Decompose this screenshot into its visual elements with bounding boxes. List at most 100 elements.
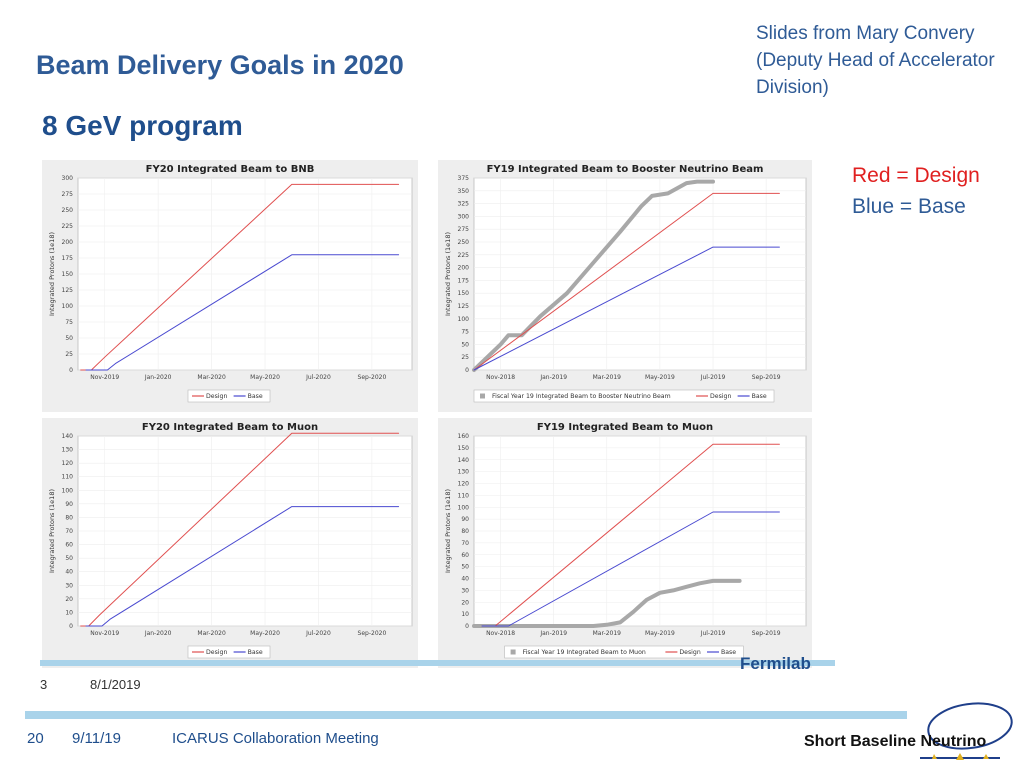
- y-tick-label: 300: [62, 175, 74, 182]
- legend-entry-design: Design: [710, 393, 731, 400]
- y-tick-label: 200: [62, 239, 74, 246]
- y-tick-label: 90: [65, 501, 73, 508]
- y-tick-label: 130: [62, 447, 74, 454]
- y-tick-label: 40: [65, 569, 73, 576]
- y-axis-label: Integrated Protons (1e18): [48, 232, 56, 316]
- y-tick-label: 25: [461, 354, 469, 361]
- x-tick-label: May-2020: [250, 630, 280, 637]
- legend-entry-fiscal-year-19-integrated-beam-to-muon: Fiscal Year 19 Integrated Beam to Muon: [523, 649, 646, 656]
- y-tick-label: 250: [458, 239, 470, 246]
- chart-panel-fy20-muon: FY20 Integrated Beam to Muon 0 10 20 30 40 50 6…: [42, 418, 418, 668]
- y-tick-label: 275: [458, 226, 470, 233]
- y-tick-label: 300: [458, 213, 470, 220]
- y-tick-label: 10: [461, 611, 469, 618]
- legend-entry-design: Design: [206, 393, 227, 400]
- y-tick-label: 50: [461, 564, 469, 571]
- y-tick-label: 0: [465, 623, 469, 630]
- chart-legend: [187, 389, 271, 403]
- x-tick-label: Mar-2020: [197, 630, 226, 637]
- series-line-base: [473, 246, 780, 371]
- y-tick-label: 0: [69, 367, 73, 374]
- y-tick-label: 110: [458, 492, 470, 499]
- y-tick-label: 100: [62, 487, 74, 494]
- x-tick-label: Nov-2018: [486, 374, 515, 381]
- y-tick-label: 375: [458, 175, 470, 182]
- chart-legend: [187, 645, 271, 659]
- chart-legend: [473, 389, 775, 403]
- x-tick-label: Sep-2019: [752, 374, 781, 381]
- y-tick-label: 275: [62, 191, 74, 198]
- x-tick-label: May-2019: [645, 374, 675, 381]
- x-tick-label: Mar-2020: [197, 374, 226, 381]
- legend-entry-fiscal-year-19-integrated-beam-to-booster-neutrino-beam: Fiscal Year 19 Integrated Beam to Booste…: [492, 393, 671, 400]
- legend-design-note: Red = Design: [852, 164, 980, 187]
- color-legend-note: Red = Design Blue = Base: [852, 160, 980, 222]
- y-tick-label: 100: [62, 303, 74, 310]
- x-tick-label: Jul-2019: [700, 630, 726, 637]
- y-tick-label: 140: [62, 433, 74, 440]
- x-tick-label: Sep-2020: [358, 630, 387, 637]
- legend-entry-design: Design: [679, 649, 700, 656]
- y-tick-label: 100: [458, 504, 470, 511]
- legend-swatch: [480, 393, 485, 399]
- y-tick-label: 80: [461, 528, 469, 535]
- legend-swatch: [510, 649, 516, 655]
- legend-entry-base: Base: [721, 649, 736, 656]
- y-tick-label: 70: [461, 540, 469, 547]
- chart-title: FY19 Integrated Beam to Booster Neutrino…: [487, 164, 764, 175]
- y-tick-label: 20: [461, 599, 469, 606]
- y-tick-label: 120: [458, 481, 470, 488]
- chart-fy20-bnb: FY20 Integrated Beam to BNB 0 25 50 75 100 125…: [48, 164, 413, 403]
- chart-fy20-muon: FY20 Integrated Beam to Muon 0 10 20 30 40 50 6…: [48, 422, 413, 659]
- y-tick-label: 100: [458, 316, 470, 323]
- y-tick-label: 175: [458, 277, 470, 284]
- x-tick-label: Jul-2019: [700, 374, 726, 381]
- y-tick-label: 130: [458, 469, 470, 476]
- y-tick-label: 150: [458, 290, 470, 297]
- page-number: 20: [27, 730, 44, 747]
- x-tick-label: May-2020: [250, 374, 280, 381]
- y-tick-label: 140: [458, 457, 470, 464]
- y-tick-label: 175: [62, 255, 74, 262]
- chart-fy19-bnb: FY19 Integrated Beam to Booster Neutrino…: [444, 164, 807, 403]
- x-tick-label: Jan-2019: [539, 374, 567, 381]
- x-tick-label: Nov-2019: [90, 630, 119, 637]
- footer-date: 9/11/19: [72, 730, 121, 747]
- y-tick-label: 250: [62, 207, 74, 214]
- y-axis-label: Integrated Protons (1e18): [444, 232, 452, 316]
- footer-meeting-name: ICARUS Collaboration Meeting: [172, 730, 379, 747]
- slide-subtitle: 8 GeV program: [42, 110, 243, 141]
- y-tick-label: 350: [458, 188, 470, 195]
- y-tick-label: 150: [62, 271, 74, 278]
- x-tick-label: Sep-2019: [752, 630, 781, 637]
- x-tick-label: Jan-2020: [144, 374, 172, 381]
- y-tick-label: 20: [65, 596, 73, 603]
- x-tick-label: Mar-2019: [593, 630, 622, 637]
- y-tick-label: 25: [65, 351, 73, 358]
- y-tick-label: 200: [458, 265, 470, 272]
- y-tick-label: 60: [65, 542, 73, 549]
- x-tick-label: Sep-2020: [358, 374, 387, 381]
- x-tick-label: Jan-2020: [144, 630, 172, 637]
- chart-fy19-muon: FY19 Integrated Beam to Muon 0 10 20 30 40 50 6…: [444, 422, 807, 659]
- chart-panel-fy20-bnb: FY20 Integrated Beam to BNB 0 25 50 75 100 125…: [42, 160, 418, 412]
- footer-divider: [25, 711, 907, 719]
- chart-title: FY20 Integrated Beam to Muon: [142, 422, 318, 433]
- y-tick-label: 125: [458, 303, 470, 310]
- sbn-logo-text: Short Baseline Neutrino: [804, 733, 987, 750]
- y-axis-label: Integrated Protons (1e18): [48, 489, 56, 573]
- legend-entry-base: Base: [248, 393, 263, 400]
- y-tick-label: 125: [62, 287, 74, 294]
- y-tick-label: 50: [65, 555, 73, 562]
- series-line-design: [473, 192, 780, 371]
- chart-panel-fy19-bnb: FY19 Integrated Beam to Booster Neutrino…: [438, 160, 812, 412]
- y-tick-label: 225: [458, 252, 470, 259]
- y-tick-label: 50: [461, 341, 469, 348]
- fermilab-logo: Fermilab: [740, 654, 811, 673]
- y-tick-label: 60: [461, 552, 469, 559]
- y-tick-label: 0: [465, 367, 469, 374]
- y-tick-label: 70: [65, 528, 73, 535]
- x-tick-label: Jul-2020: [305, 630, 331, 637]
- series-line-base: [481, 511, 780, 627]
- inner-slide-number: 3: [40, 677, 48, 692]
